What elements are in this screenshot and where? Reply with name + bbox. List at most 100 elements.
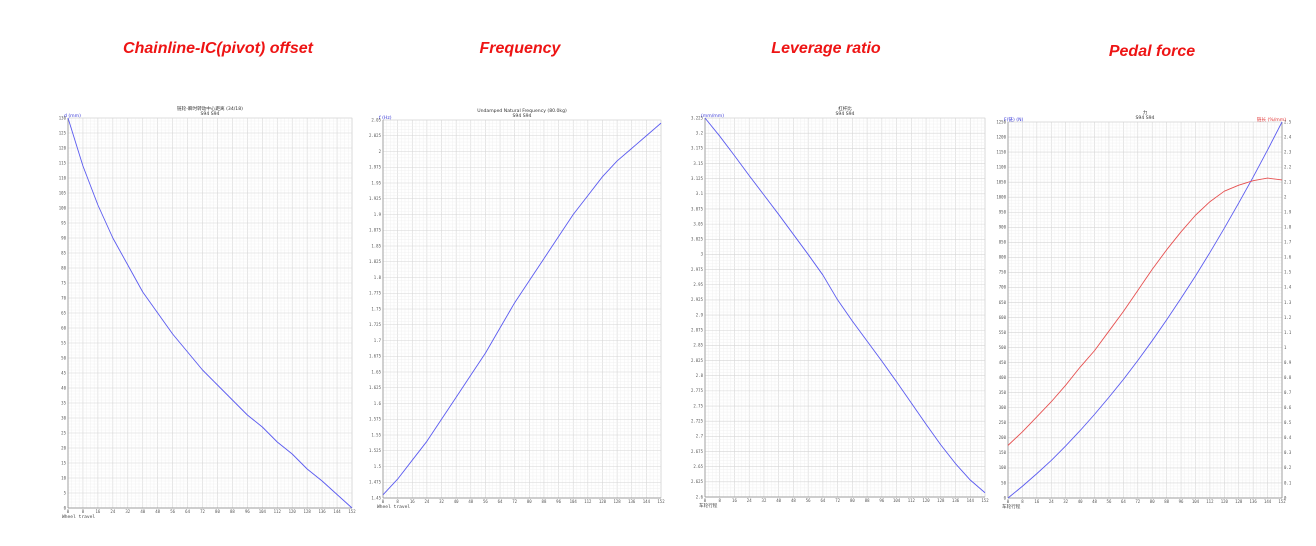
y-tick-label: 700 [999, 285, 1007, 290]
y-tick-label: 1.6 [374, 401, 382, 406]
y-tick-label: 2.85 [693, 343, 703, 348]
y-tick-label: 1.85 [371, 243, 381, 248]
x-tick-label: 104 [570, 499, 578, 504]
y2-tick-label: 1.9 [1284, 210, 1292, 215]
y-tick-label: 750 [999, 270, 1007, 275]
y-tick-label: 2.75 [693, 403, 703, 408]
x-tick-label: 72 [1135, 499, 1140, 504]
y2-tick-label: 1.4 [1284, 285, 1292, 290]
y-tick-label: 800 [999, 255, 1007, 260]
y-tick-label: 1.475 [369, 480, 382, 485]
y-tick-label: 300 [999, 405, 1007, 410]
x-tick-label: 120 [599, 499, 607, 504]
x-tick-label: 48 [468, 499, 473, 504]
x-tick-label: 152 [657, 499, 665, 504]
chart-subtitle: S94 S94 [201, 111, 220, 117]
chart-frequency: Frequency Undamped Natural Frequency (80.… [369, 40, 665, 510]
y-tick-label: 1000 [996, 195, 1006, 200]
y-tick-label: 550 [999, 330, 1007, 335]
chart-title: Pedal force [1109, 43, 1195, 60]
x-tick-label: 64 [1121, 499, 1126, 504]
x-tick-label: 48 [155, 509, 160, 514]
y-tick-label: 150 [999, 450, 1007, 455]
series-line-0 [1007, 121, 1283, 499]
y-tick-label: 600 [999, 315, 1007, 320]
x-tick-label: 16 [1034, 499, 1039, 504]
x-tick-label: 104 [1192, 499, 1200, 504]
y-tick-label: 450 [999, 360, 1007, 365]
chart-subtitle: S94 S94 [836, 111, 855, 117]
x-tick-label: 16 [410, 499, 415, 504]
x-tick-label: 32 [125, 509, 130, 514]
y-tick-label: 50 [1001, 480, 1006, 485]
x-axis-label: 车轮行程 [1002, 503, 1021, 510]
y2-tick-label: 1.3 [1284, 300, 1292, 305]
y-tick-label: 650 [999, 300, 1007, 305]
series-line-0 [67, 117, 353, 509]
x-tick-label: 112 [584, 499, 592, 504]
y2-tick-label: 0.5 [1284, 420, 1292, 425]
chart-title: Chainline-IC(pivot) offset [123, 40, 314, 57]
y2-tick-label: 0.7 [1284, 390, 1292, 395]
y2-tick-label: 2.2 [1284, 164, 1292, 169]
x-tick-label: 40 [1078, 499, 1083, 504]
y-tick-label: 25 [61, 430, 66, 435]
y-axis-label: (mm/mm) [701, 113, 724, 119]
x-tick-label: 104 [259, 509, 267, 514]
y-tick-label: 1.525 [369, 448, 382, 453]
x-tick-label: 64 [820, 498, 825, 503]
y-tick-label: 1.825 [369, 259, 382, 264]
y-tick-label: 950 [999, 210, 1007, 215]
y-tick-label: 130 [59, 115, 67, 120]
y2-tick-label: 2.4 [1284, 134, 1292, 139]
chart-subtitle: S94 S94 [1136, 115, 1155, 121]
y-tick-label: 3.075 [691, 206, 704, 211]
x-tick-label: 16 [732, 498, 737, 503]
x-tick-label: 144 [333, 509, 341, 514]
chart-title: Frequency [480, 40, 562, 57]
x-tick-label: 128 [1235, 499, 1243, 504]
y-tick-label: 2.95 [693, 282, 703, 287]
y-tick-label: 1.9 [374, 212, 382, 217]
x-tick-label: 0 [382, 499, 385, 504]
x-tick-label: 152 [348, 509, 356, 514]
y-tick-label: 1.575 [369, 417, 382, 422]
x-tick-label: 144 [967, 498, 975, 503]
x-tick-label: 24 [110, 509, 115, 514]
y-axis-label: d (mm) [64, 113, 81, 119]
y-tick-label: 1250 [996, 119, 1006, 124]
x-tick-label: 8 [719, 498, 722, 503]
x-tick-label: 80 [850, 498, 855, 503]
y-tick-label: 850 [999, 240, 1007, 245]
x-tick-label: 32 [439, 499, 444, 504]
y-tick-label: 3 [701, 252, 704, 257]
x-tick-label: 96 [556, 499, 561, 504]
y-tick-label: 1.875 [369, 228, 382, 233]
y-tick-label: 2.825 [691, 358, 704, 363]
y-tick-label: 1.625 [369, 385, 382, 390]
x-tick-label: 128 [613, 499, 621, 504]
y-tick-label: 2.7 [696, 434, 704, 439]
y-tick-label: 125 [59, 130, 67, 135]
x-tick-label: 136 [1250, 499, 1258, 504]
y2-tick-label: 2 [1284, 195, 1287, 200]
x-tick-label: 96 [245, 509, 250, 514]
y-tick-label: 115 [59, 160, 67, 165]
y-tick-label: 3.05 [693, 221, 703, 226]
y-tick-label: 1.55 [371, 432, 381, 437]
x-tick-label: 88 [230, 509, 235, 514]
x-tick-label: 88 [865, 498, 870, 503]
x-tick-label: 48 [791, 498, 796, 503]
x-tick-label: 128 [937, 498, 945, 503]
y-tick-label: 80 [61, 265, 66, 270]
y-tick-label: 2.725 [691, 419, 704, 424]
y2-tick-label: 1.7 [1284, 240, 1292, 245]
x-axis-label: Wheel travel [377, 504, 410, 510]
grid [704, 117, 986, 498]
y-tick-label: 3.15 [693, 161, 703, 166]
chart-subtitle: 力 [1143, 109, 1148, 116]
x-axis-label: 车轮行程 [699, 502, 718, 509]
y-axis-label: f (Hz) [379, 115, 392, 121]
x-tick-label: 152 [1278, 499, 1286, 504]
x-tick-label: 64 [498, 499, 503, 504]
